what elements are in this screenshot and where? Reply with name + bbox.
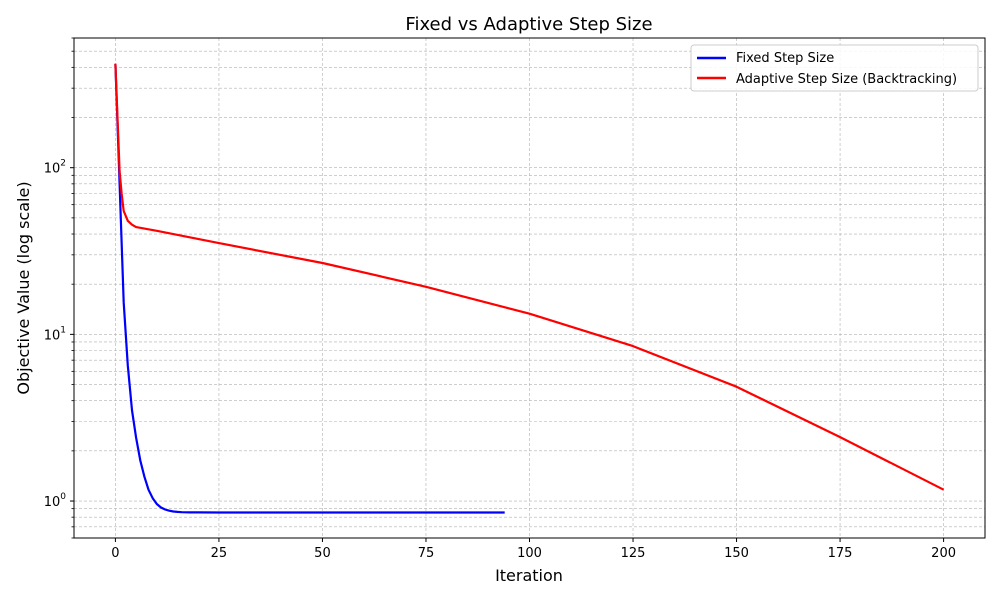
grid [74, 37, 985, 539]
y-tick-label: 101 [44, 325, 66, 343]
legend-label-adaptive: Adaptive Step Size (Backtracking) [736, 72, 957, 87]
x-tick-label: 200 [931, 546, 956, 561]
x-tick-label: 175 [828, 546, 853, 561]
x-tick-label: 0 [111, 546, 119, 561]
x-tick-label: 25 [211, 546, 228, 561]
series-line-adaptive [114, 63, 945, 491]
y-tick-label: 100 [44, 492, 67, 510]
legend-box [690, 44, 979, 92]
x-axis-label: Iteration [495, 566, 563, 585]
x-tick-label: 150 [724, 546, 749, 561]
y-tick-label: 102 [44, 159, 66, 177]
x-tick-label: 75 [418, 546, 435, 561]
axis-ticks: 100 101 102 0 25 50 75 100 125 150 175 200 [44, 37, 956, 561]
chart-title: Fixed vs Adaptive Step Size [405, 14, 652, 35]
legend: Fixed Step Size Adaptive Step Size (Back… [690, 44, 979, 92]
x-tick-label: 125 [621, 546, 646, 561]
x-tick-label: 100 [517, 546, 542, 561]
y-axis-label: Objective Value (log scale) [14, 181, 33, 394]
legend-label-fixed: Fixed Step Size [736, 51, 834, 66]
series-lines [114, 63, 945, 514]
series-line-fixed [114, 63, 505, 514]
x-tick-label: 50 [314, 546, 331, 561]
